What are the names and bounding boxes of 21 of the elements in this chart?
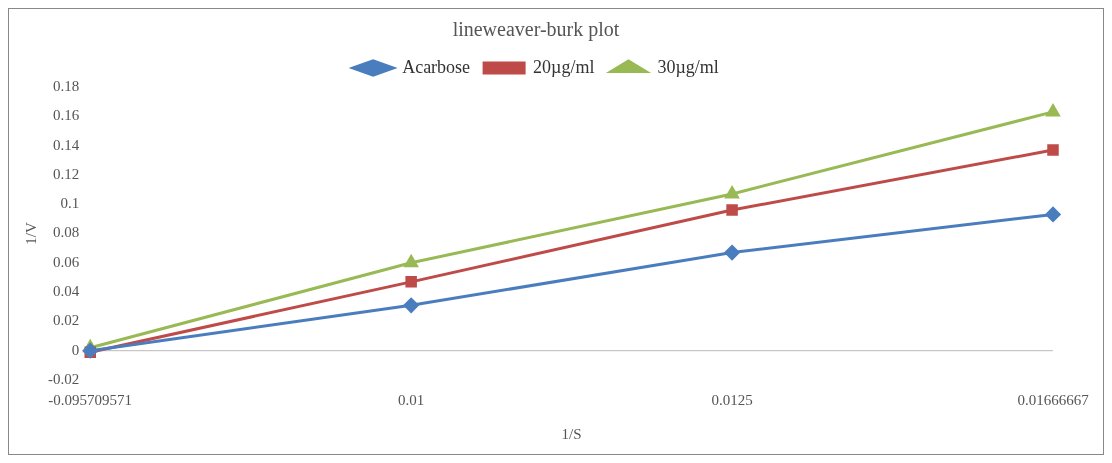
y-tick-label: 0.1 <box>60 195 80 212</box>
x-tick-label: 0.0125 <box>711 391 753 408</box>
y-tick-label: 0.18 <box>53 77 80 94</box>
y-axis-title: 1/V <box>22 222 39 245</box>
y-tick-label: 0.08 <box>53 224 80 241</box>
x-tick-label: 0.01666667 <box>1017 391 1090 408</box>
x-tick-label: 0.01 <box>398 391 425 408</box>
y-tick-label: -0.02 <box>48 370 80 387</box>
y-tick-label: 0.06 <box>53 253 80 270</box>
y-tick-label: 0.16 <box>53 107 80 124</box>
x-axis-title: 1/S <box>561 425 582 442</box>
y-tick-label: 0.14 <box>53 136 80 153</box>
legend-label: 30µg/ml <box>657 56 719 77</box>
y-tick-label: 0.12 <box>53 165 80 182</box>
chart-title: lineweaver-burk plot <box>452 18 620 42</box>
y-tick-label: 0 <box>71 341 80 358</box>
legend-label: Acarbose <box>402 56 471 77</box>
x-tick-label: -0.095709571 <box>48 391 133 408</box>
legend-label: 20µg/ml <box>533 56 595 77</box>
y-tick-label: 0.04 <box>53 283 80 300</box>
y-tick-label: 0.02 <box>53 312 80 329</box>
